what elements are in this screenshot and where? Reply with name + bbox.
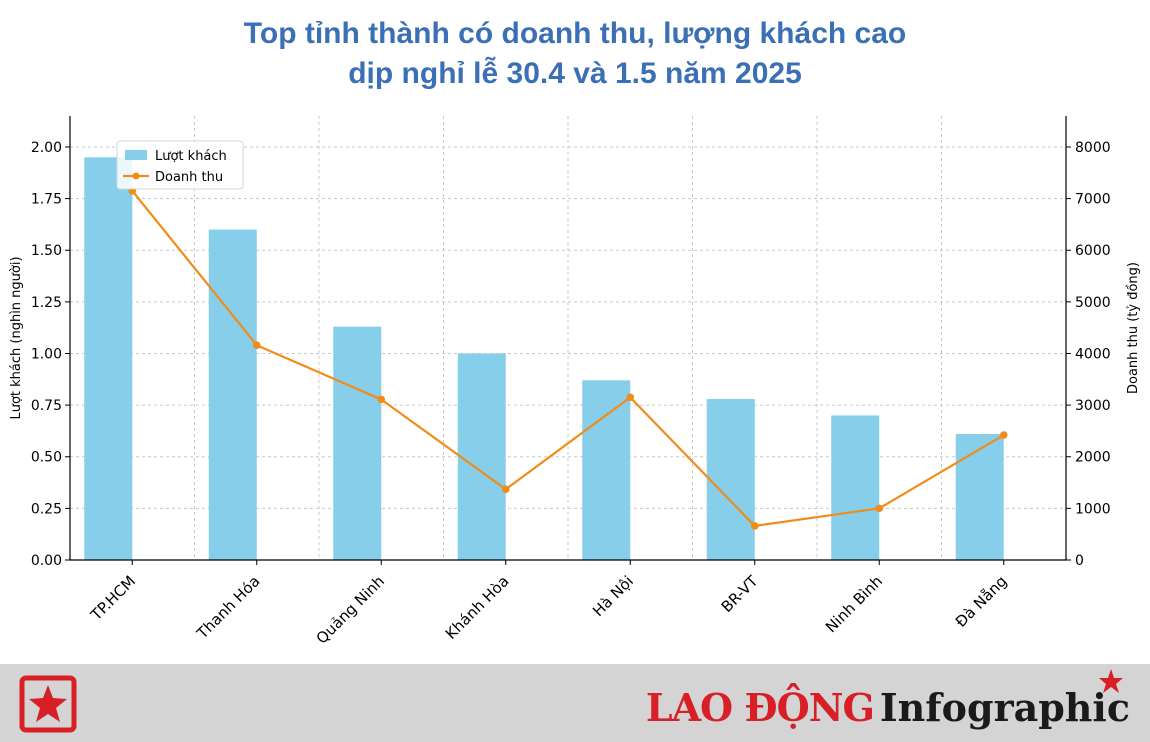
bar-Thanh Hóa [208, 229, 257, 560]
right-tick-label: 6000 [1075, 243, 1111, 259]
left-tick-label: 1.25 [31, 295, 62, 311]
left-tick-label: 0.25 [31, 501, 62, 517]
y-axis-title: Lượt khách (nghìn người) [9, 256, 24, 419]
left-tick-label: 1.00 [31, 346, 62, 362]
brand-logo: LAO ĐỘNG Infographic [645, 669, 1130, 734]
revenue-point-Đà Nẵng [999, 431, 1008, 439]
star-icon [1099, 669, 1123, 693]
bar-series [84, 157, 1004, 561]
left-tick-label: 2.00 [31, 140, 62, 156]
right-tick-label: 3000 [1075, 398, 1111, 414]
y2-axis-title: Doanh thu (tỷ đồng) [1126, 262, 1141, 394]
x-tick-label: TP.HCM [87, 572, 140, 625]
footer-bar: LAO ĐỘNG Infographic [0, 664, 1150, 742]
legend: Lượt khách Doanh thu [116, 140, 244, 190]
left-tick-label: 0.50 [31, 450, 62, 466]
x-tick-label: Đà Nẵng [952, 572, 1011, 631]
brand-laodong: LAO ĐỘNG [645, 685, 875, 730]
right-tick-label: 4000 [1075, 346, 1111, 362]
grid-lines [70, 116, 1066, 561]
revenue-line [131, 190, 1005, 528]
legend-label-line: Doanh thu [155, 170, 223, 185]
right-tick-label: 2000 [1075, 450, 1111, 466]
x-tick-label: Thanh Hóa [193, 572, 264, 643]
bar-Đà Nẵng [955, 434, 1004, 560]
x-tick-label: Ninh Bình [822, 572, 886, 636]
bar-BR-VT [706, 398, 755, 560]
legend-swatch-marker [132, 172, 140, 180]
brand-infographic: Infographic [879, 669, 1130, 734]
bar-TP.HCM [84, 157, 133, 561]
chart-title-line-1: Top tỉnh thành có doanh thu, lượng khách… [243, 17, 907, 50]
right-tick-label: 1000 [1075, 501, 1111, 517]
revenue-point-Quảng Ninh [377, 395, 386, 404]
axes: 0.00 0.25 0.50 0.75 1.00 1.25 1.50 1.75 2.00 0 100… [9, 116, 1141, 648]
x-tick-label: Quảng Ninh [313, 572, 388, 647]
star-logo-icon [19, 675, 77, 733]
left-tick-label: 1.75 [31, 192, 62, 208]
x-tick-label: Hà Nội [589, 572, 637, 620]
revenue-point-BR-VT [750, 522, 759, 530]
revenue-point-Hà Nội [626, 393, 635, 402]
x-tick-label: Khánh Hòa [442, 572, 513, 643]
legend-swatch-bar [125, 150, 147, 160]
bar-Hà Nội [582, 380, 631, 560]
right-tick-label: 0 [1075, 553, 1084, 569]
legend-label-bar: Lượt khách [155, 149, 227, 164]
right-tick-label: 8000 [1075, 140, 1111, 156]
chart-title-line-2: dịp nghỉ lễ 30.4 và 1.5 năm 2025 [348, 57, 802, 90]
right-tick-label: 7000 [1075, 192, 1111, 208]
bar-Ninh Bình [831, 415, 880, 560]
x-tick-label: BR-VT [718, 572, 762, 616]
revenue-point-Ninh Bình [875, 504, 884, 513]
right-tick-label: 5000 [1075, 295, 1111, 311]
left-tick-label: 0.75 [31, 398, 62, 414]
bar-Quảng Ninh [333, 326, 382, 560]
left-tick-label: 0.00 [31, 553, 62, 569]
revenue-point-Khánh Hòa [501, 485, 510, 494]
revenue-point-Thanh Hóa [252, 341, 261, 350]
brand-infographic-text: Infographic [879, 685, 1130, 730]
chart-title: Top tỉnh thành có doanh thu, lượng khách… [0, 14, 1150, 94]
bar-Khánh Hòa [457, 353, 506, 560]
left-tick-label: 1.50 [31, 243, 62, 259]
combo-chart: 0.00 0.25 0.50 0.75 1.00 1.25 1.50 1.75 2.00 0 100… [9, 116, 1141, 648]
